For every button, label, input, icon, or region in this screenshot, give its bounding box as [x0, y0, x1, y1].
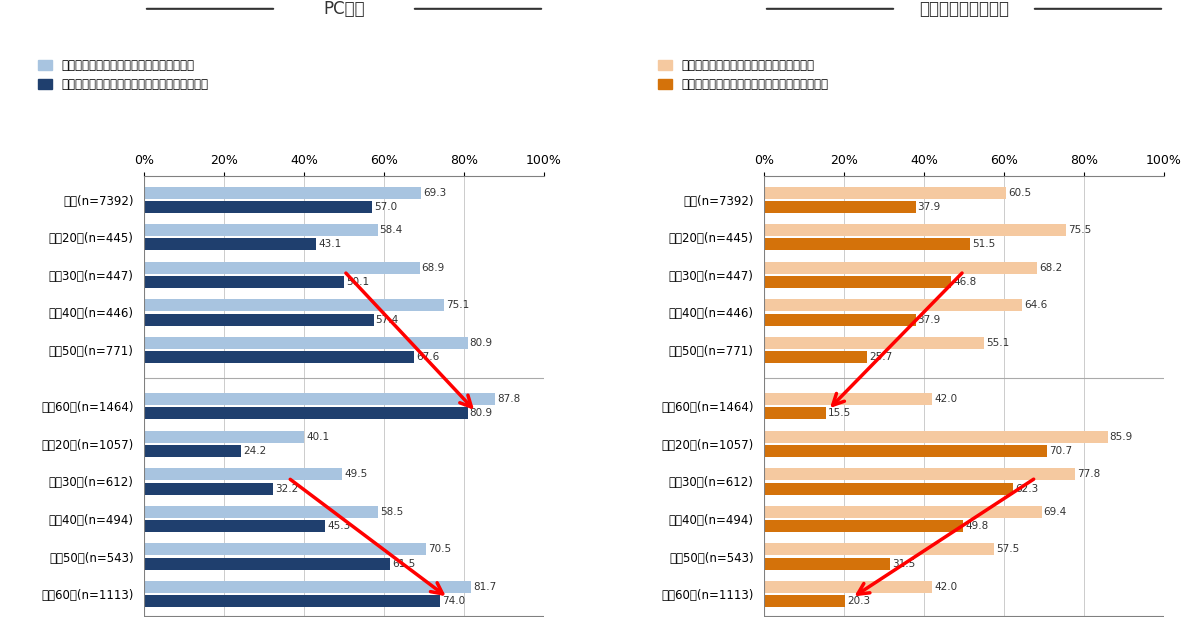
Bar	[144, 595, 440, 607]
Text: 50.1: 50.1	[347, 277, 370, 287]
Text: 51.5: 51.5	[972, 239, 995, 249]
Bar	[144, 581, 470, 593]
Text: 87.8: 87.8	[497, 394, 521, 404]
Text: 61.5: 61.5	[392, 559, 415, 569]
Bar	[764, 276, 952, 288]
Bar	[764, 201, 916, 213]
Text: 57.4: 57.4	[376, 314, 398, 324]
Bar	[144, 544, 426, 556]
Text: 37.9: 37.9	[918, 202, 941, 212]
Text: 57.0: 57.0	[374, 202, 397, 212]
Bar	[144, 201, 372, 213]
Text: 68.2: 68.2	[1039, 263, 1062, 273]
Text: 75.5: 75.5	[1068, 225, 1091, 235]
Bar	[144, 483, 272, 495]
Text: 69.4: 69.4	[1044, 507, 1067, 517]
Bar	[764, 337, 984, 349]
Bar	[144, 468, 342, 480]
Text: 75.1: 75.1	[446, 301, 469, 310]
Bar	[144, 351, 414, 363]
Bar	[764, 261, 1037, 273]
Bar	[144, 431, 305, 443]
Bar	[764, 314, 916, 326]
Text: 43.1: 43.1	[318, 239, 342, 249]
Bar	[764, 224, 1066, 236]
Text: 60.5: 60.5	[1008, 188, 1031, 198]
Text: 20.3: 20.3	[847, 596, 870, 606]
Text: 32.2: 32.2	[275, 484, 298, 493]
Bar	[144, 337, 468, 349]
Text: 70.7: 70.7	[1049, 446, 1072, 456]
Text: 40.1: 40.1	[306, 432, 330, 442]
Text: 31.5: 31.5	[892, 559, 916, 569]
Text: 69.3: 69.3	[424, 188, 446, 198]
Text: 58.5: 58.5	[380, 507, 403, 517]
Bar	[144, 186, 421, 198]
Bar	[764, 595, 845, 607]
Bar	[144, 408, 468, 420]
Bar	[764, 581, 932, 593]
Bar	[764, 238, 970, 250]
Bar	[764, 520, 964, 532]
Text: 68.9: 68.9	[421, 263, 445, 273]
Bar	[144, 520, 325, 532]
Text: 55.1: 55.1	[986, 338, 1009, 348]
Bar	[764, 431, 1108, 443]
Text: 49.5: 49.5	[344, 469, 367, 479]
Text: 25.7: 25.7	[869, 352, 892, 362]
Text: 74.0: 74.0	[442, 596, 466, 606]
Text: 42.0: 42.0	[934, 394, 958, 404]
Text: 64.6: 64.6	[1025, 301, 1048, 310]
Bar	[764, 445, 1046, 457]
Text: 24.2: 24.2	[242, 446, 266, 456]
Text: PC比率: PC比率	[323, 0, 365, 18]
Bar	[764, 483, 1013, 495]
Bar	[144, 299, 444, 311]
Bar	[764, 299, 1022, 311]
Bar	[144, 276, 344, 288]
Bar	[144, 558, 390, 570]
Bar	[764, 544, 994, 556]
Bar	[144, 261, 420, 273]
Text: スマートフォン比率: スマートフォン比率	[919, 0, 1009, 18]
Text: 58.4: 58.4	[379, 225, 403, 235]
Bar	[144, 445, 241, 457]
Text: 80.9: 80.9	[469, 338, 493, 348]
Bar	[764, 468, 1075, 480]
Bar	[764, 351, 866, 363]
Bar	[764, 558, 890, 570]
Bar	[144, 224, 378, 236]
Bar	[144, 393, 496, 405]
Text: 81.7: 81.7	[473, 582, 496, 592]
Text: 49.8: 49.8	[965, 521, 989, 531]
Text: 57.5: 57.5	[996, 544, 1019, 554]
Bar	[764, 408, 826, 420]
Text: 62.3: 62.3	[1015, 484, 1038, 493]
Bar	[764, 393, 932, 405]
Text: 42.0: 42.0	[934, 582, 958, 592]
Text: 37.9: 37.9	[918, 314, 941, 324]
Bar	[764, 506, 1042, 518]
Text: 67.6: 67.6	[416, 352, 439, 362]
Bar	[764, 186, 1006, 198]
Text: 77.8: 77.8	[1078, 469, 1100, 479]
Text: 85.9: 85.9	[1110, 432, 1133, 442]
Text: 15.5: 15.5	[828, 408, 851, 418]
Text: 80.9: 80.9	[469, 408, 493, 418]
Text: 45.3: 45.3	[328, 521, 350, 531]
Bar	[144, 506, 378, 518]
Text: 70.5: 70.5	[428, 544, 451, 554]
Bar	[144, 238, 317, 250]
Bar	[144, 314, 373, 326]
Legend: 普段、アンケートを回答する際のデバイス, 最もアンケートを回答することが多いデバイス: 普段、アンケートを回答する際のデバイス, 最もアンケートを回答することが多いデバ…	[38, 59, 209, 91]
Legend: 普段、アンケートを回答する際のデバイス, 最もアンケートを回答することが多いデバイス: 普段、アンケートを回答する際のデバイス, 最もアンケートを回答することが多いデバ…	[658, 59, 828, 91]
Text: 46.8: 46.8	[953, 277, 977, 287]
